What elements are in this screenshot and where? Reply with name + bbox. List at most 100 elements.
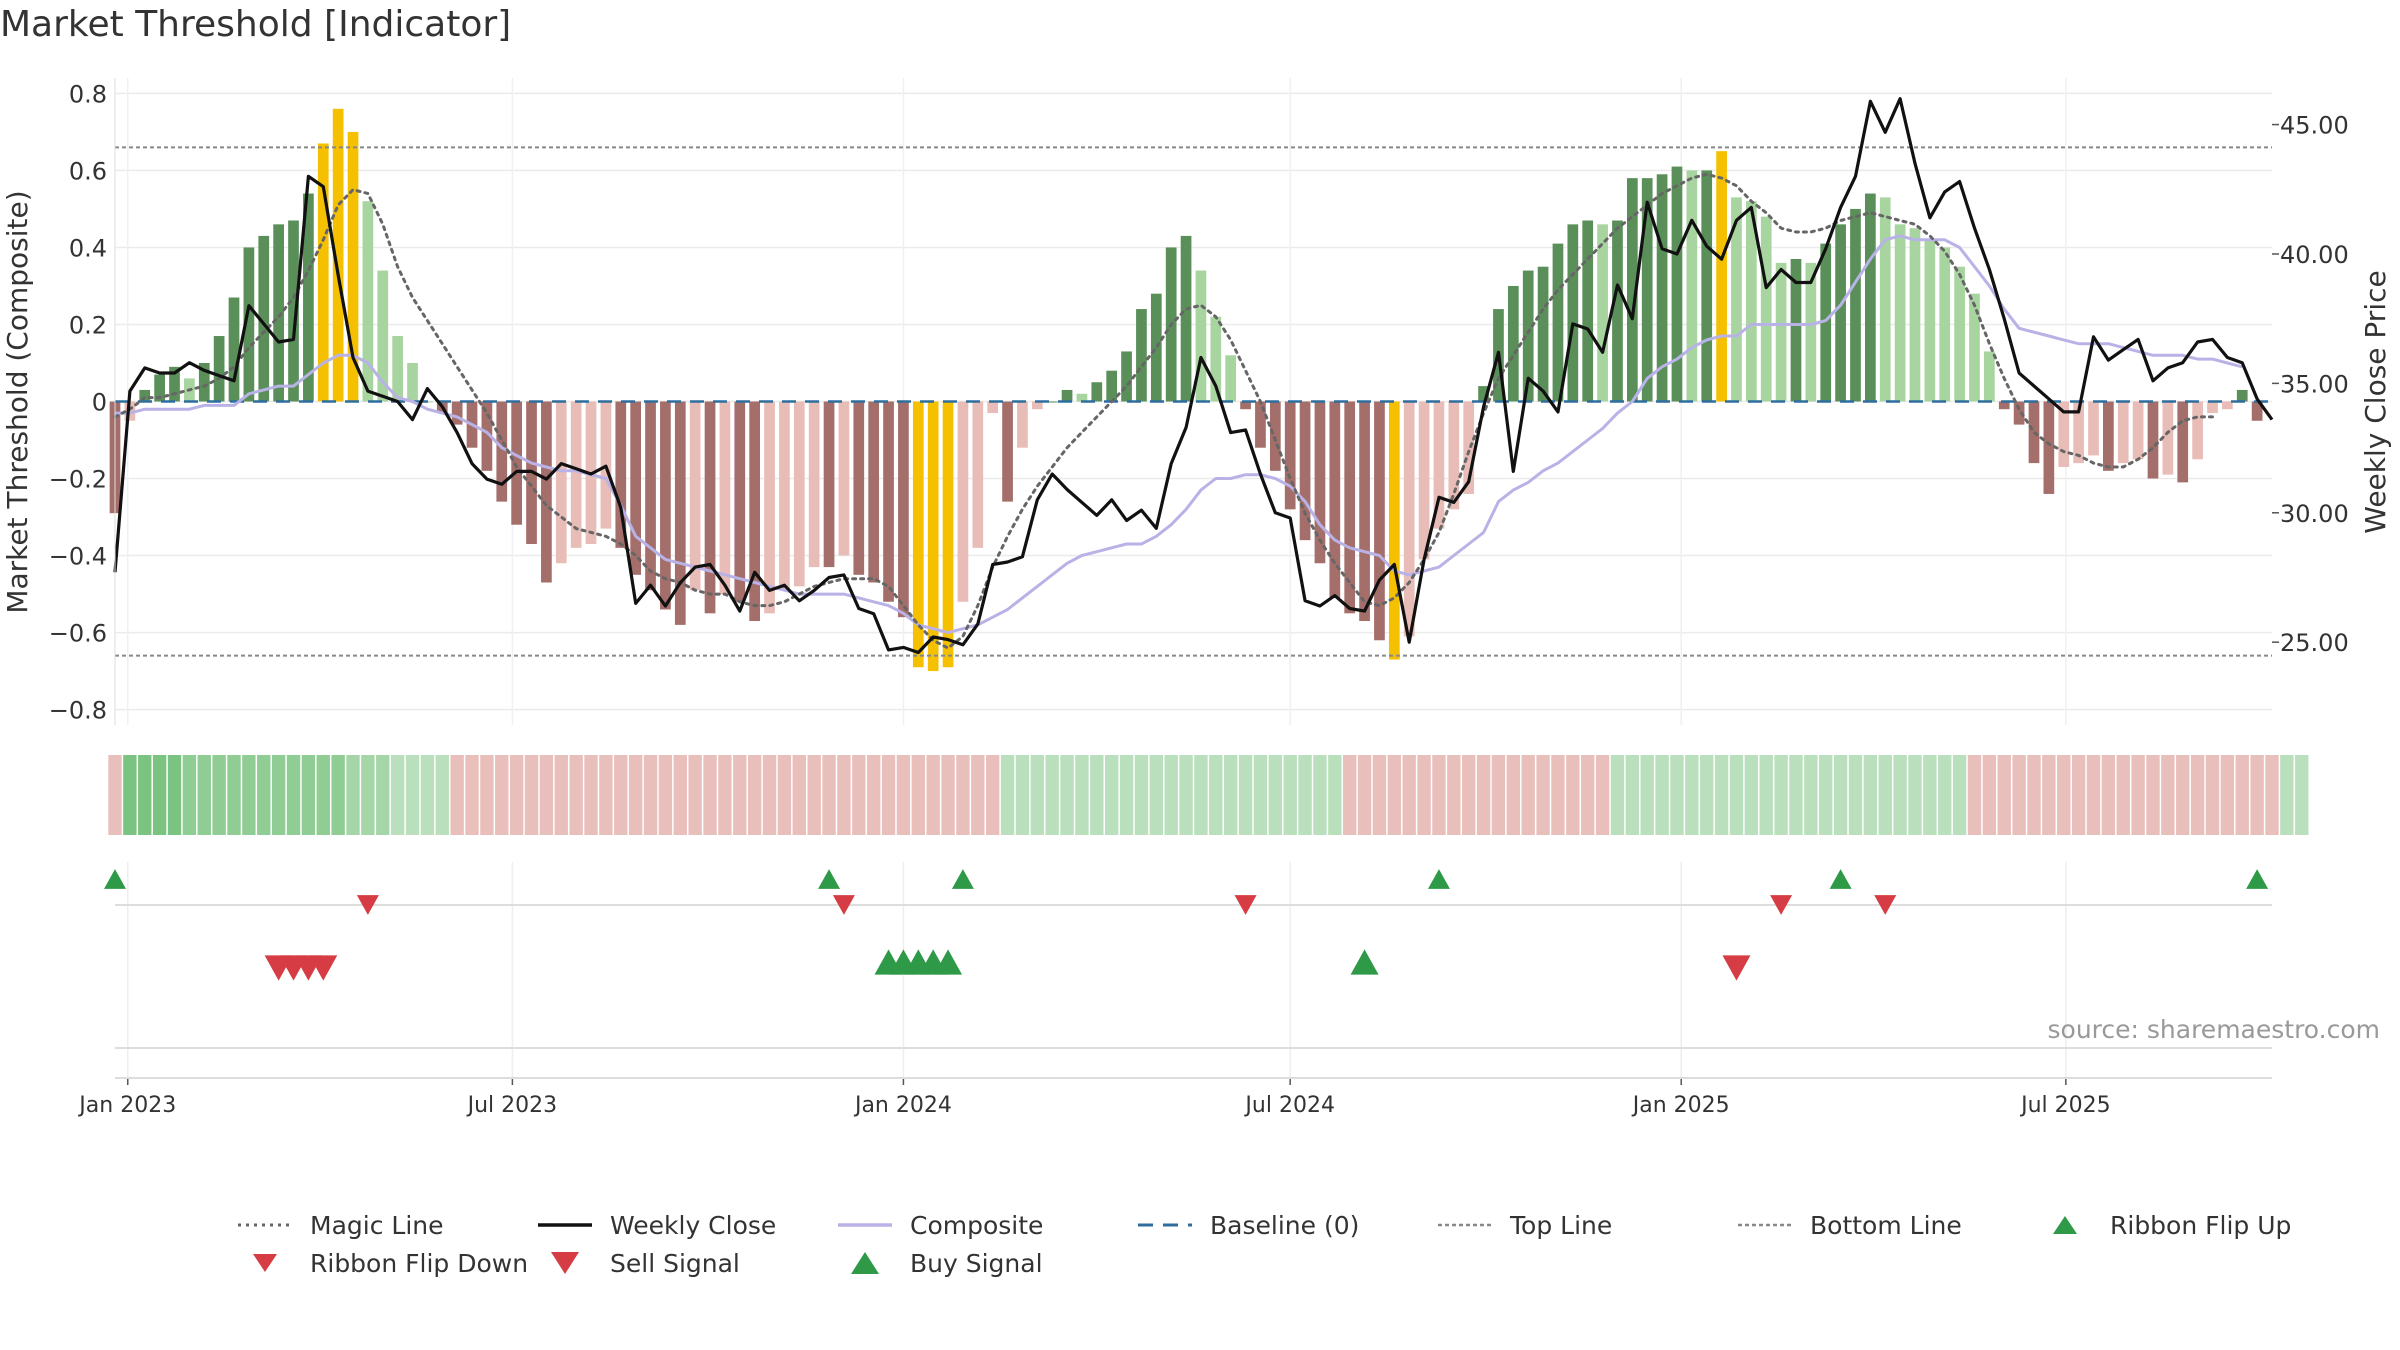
- axes: 0.8 0.6 0.4 0.2 0 −0.2 −0.4 −0.6 −0.8 45.00 40.00 3…: [49, 78, 2349, 1118]
- ribbon-cell: [123, 755, 137, 835]
- ribbon-cell: [108, 755, 122, 835]
- composite-bar: [1329, 401, 1341, 598]
- composite-bar: [823, 401, 835, 568]
- composite-bar: [1775, 262, 1787, 402]
- ribbon-flip-up-marker: [1427, 869, 1450, 889]
- ribbon-cell: [420, 755, 435, 835]
- ribbon-cell: [1179, 755, 1193, 835]
- composite-bar: [1939, 247, 1951, 402]
- y-tick-label: −0.2: [49, 466, 107, 494]
- triangle-down-icon: [551, 1252, 579, 1274]
- composite-bar: [1522, 270, 1534, 402]
- ribbon-cell: [1060, 755, 1074, 835]
- composite-bar: [1998, 401, 2010, 410]
- y-right-tick-label: 40.00: [2280, 241, 2349, 269]
- ribbon-cell: [1566, 755, 1580, 835]
- ribbon-cell: [1759, 755, 1773, 835]
- composite-bar: [2088, 401, 2099, 456]
- ribbon-cell: [599, 755, 613, 835]
- x-tick-label: Jul 2025: [2019, 1093, 2111, 1118]
- ribbon-cell: [1432, 755, 1446, 835]
- ribbon-cell: [2042, 755, 2056, 835]
- composite-bar: [1150, 293, 1162, 402]
- ribbon-cell: [1878, 755, 1892, 835]
- composite-bar: [481, 401, 493, 471]
- weekly-close-swatch-icon: [538, 1223, 592, 1227]
- composite-bar: [1463, 401, 1475, 494]
- composite-bar: [243, 247, 255, 402]
- ribbon-cell: [584, 755, 598, 835]
- y-axis-label-left: Market Threshold (Composite): [1, 190, 34, 613]
- ribbon-cell: [1343, 755, 1357, 835]
- ribbon-cell: [2146, 755, 2160, 835]
- ribbon-cell: [2057, 755, 2071, 835]
- composite-bar: [1255, 401, 1266, 448]
- ribbon-cell: [688, 755, 702, 835]
- ribbon-cell: [1848, 755, 1863, 835]
- bottom-line-swatch-icon: [1738, 1223, 1792, 1227]
- ribbon-cell: [1313, 755, 1327, 835]
- ribbon-cell: [1625, 755, 1640, 835]
- ribbon-cell: [1134, 755, 1149, 835]
- composite-bar: [377, 270, 389, 402]
- sell-signal-marker: [1722, 955, 1751, 981]
- ribbon-cell: [1685, 755, 1699, 835]
- ribbon-cell: [956, 755, 970, 835]
- ribbon-cell: [1298, 755, 1312, 835]
- composite-bar: [1180, 235, 1192, 402]
- y-tick-label: 0: [92, 389, 107, 417]
- ribbon-cell: [405, 755, 420, 835]
- composite-bar: [1061, 389, 1073, 402]
- composite-bar: [1388, 401, 1400, 660]
- legend-label: Buy Signal: [910, 1248, 1043, 1278]
- composite-bar: [1864, 193, 1876, 402]
- ribbon-cell: [1417, 755, 1431, 835]
- buy-signal-marker: [934, 949, 963, 975]
- composite-bar: [2177, 401, 2189, 483]
- composite-bar: [927, 401, 939, 672]
- composite-bar: [1433, 401, 1445, 529]
- ribbon-cell: [331, 755, 345, 835]
- ribbon-cell: [2131, 755, 2145, 835]
- ribbon-cell: [361, 755, 375, 835]
- ribbon-cell: [762, 755, 777, 835]
- ribbon-cell: [1789, 755, 1803, 835]
- x-tick-label: Jul 2023: [466, 1093, 558, 1118]
- ribbon-cell: [212, 755, 226, 835]
- series-lines: [113, 97, 2274, 655]
- ribbon-cell: [985, 755, 1000, 835]
- ribbon-cell: [2280, 755, 2294, 835]
- composite-bar: [808, 401, 820, 568]
- ribbon-cell: [182, 755, 197, 835]
- composite-bar: [1731, 197, 1742, 402]
- composite-bar: [1284, 401, 1296, 510]
- ribbon-cell: [1030, 755, 1044, 835]
- composite-bar: [1418, 401, 1430, 560]
- ribbon-cell: [2012, 755, 2026, 835]
- ribbon-cell: [1268, 755, 1283, 835]
- ribbon-cell: [1506, 755, 1521, 835]
- ribbon-cell: [465, 755, 479, 835]
- composite-bar: [1790, 259, 1802, 402]
- y-axis-label-right: Weekly Close Price: [2359, 270, 2392, 533]
- ribbon-cell: [1863, 755, 1878, 835]
- composite-bar: [912, 401, 924, 668]
- composite-bar: [1299, 401, 1311, 541]
- composite-bar: [1626, 178, 1638, 402]
- composite-bar: [868, 401, 880, 583]
- composite-bar: [124, 401, 136, 421]
- composite-bar: [1076, 393, 1088, 402]
- x-tick-label: Jan 2024: [853, 1093, 952, 1118]
- composite-bar: [1969, 293, 1980, 402]
- ribbon-cell: [197, 755, 211, 835]
- composite-bar: [1745, 201, 1757, 402]
- ribbon-cell: [138, 755, 152, 835]
- y-right-tick-label: 25.00: [2280, 629, 2349, 657]
- x-tick-label: Jul 2024: [1243, 1093, 1335, 1118]
- composite-bar: [1478, 386, 1489, 402]
- composite-bar: [793, 401, 805, 587]
- composite-bar: [1612, 220, 1623, 402]
- composite-bar: [154, 374, 165, 402]
- composite-bar: [392, 336, 403, 402]
